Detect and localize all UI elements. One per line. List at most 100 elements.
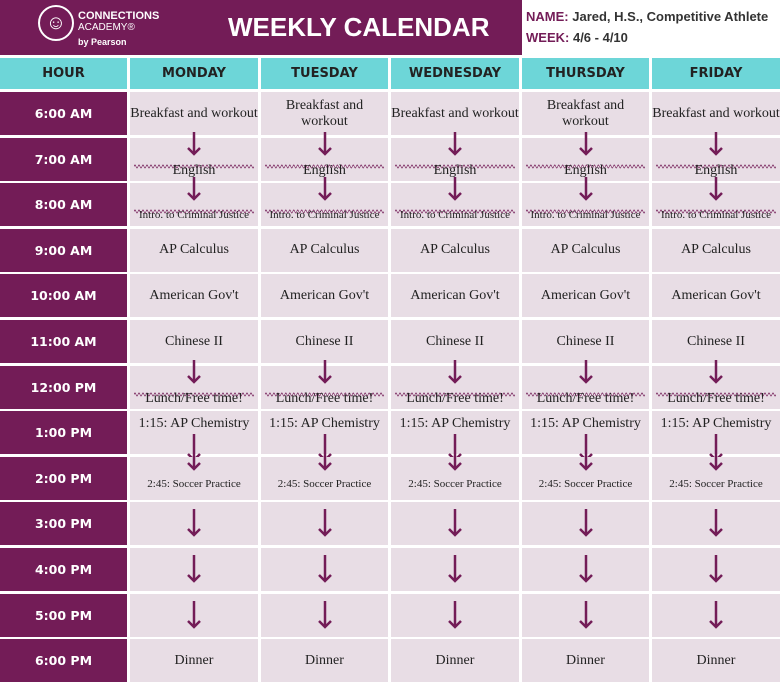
schedule-cell: Dinner [391,639,519,682]
hour-label: 1:00 PM [0,411,127,455]
activity-text: Chinese II [295,333,354,349]
activity-text: Intro. to Criminal Justice [530,209,641,222]
schedule-cell [522,502,649,546]
wavy-divider [655,203,777,214]
wavy-divider [264,203,385,214]
activity-text: AP Calculus [681,242,751,258]
arrow-down-icon [447,177,463,206]
schedule-cell: Breakfast and workout [652,92,780,135]
schedule-cell [652,593,780,637]
page-title: WEEKLY CALENDAR [228,12,490,42]
arrow-down-icon [578,177,594,206]
schedule-cell: English [130,131,258,181]
schedule-cell: Intro. to Criminal Justice [652,177,780,227]
activity-text: 1:15: AP Chemistry [138,416,250,432]
arrow-down-icon [186,359,202,389]
column-header-wednesday: WEDNESDAY [391,58,519,89]
wavy-divider [525,386,646,397]
schedule-cell: Lunch/Free time! [391,359,519,409]
arrow-down-icon [186,456,202,476]
activity-text: Dinner [305,652,344,668]
schedule-cell: 1:15: AP Chemistry [130,411,258,462]
arrow-down-icon [317,509,333,542]
schedule-cell: Chinese II [522,320,649,363]
activity-text: 2:45: Soccer Practice [147,478,241,491]
column-header-friday: FRIDAY [652,58,780,89]
activity-text: American Gov't [279,287,370,303]
wavy-divider [655,158,777,169]
hour-label: 2:00 PM [0,456,127,500]
wavy-divider [133,203,255,214]
hour-label: 3:00 PM [0,502,127,546]
arrow-down-icon [578,456,594,476]
schedule-cell [261,593,388,637]
schedule-cell: AP Calculus [391,228,519,272]
schedule-cell [130,548,258,591]
arrow-down-icon [317,456,333,476]
arrow-down-icon [186,177,202,206]
schedule-cell: American Gov't [522,274,649,318]
schedule-cell [391,502,519,546]
schedule-cell: Intro. to Criminal Justice [130,177,258,227]
schedule-cell: Breakfast and workout [391,92,519,135]
schedule-cell: English [391,131,519,181]
activity-text: 1:15: AP Chemistry [660,416,772,432]
activity-text: AP Calculus [420,242,490,258]
activity-text: Breakfast and workout [130,105,258,121]
column-header-hour: HOUR [0,58,127,89]
schedule-cell [522,593,649,637]
logo-text: by Pearson [78,37,127,47]
activity-text: English [694,162,738,178]
activity-text: Intro. to Criminal Justice [400,209,510,222]
schedule-cell: Intro. to Criminal Justice [522,177,649,227]
wavy-divider [133,386,255,397]
week-label: WEEK: [526,30,570,45]
schedule-cell: Dinner [522,639,649,682]
activity-text: 1:15: AP Chemistry [530,416,641,432]
schedule-cell: American Gov't [261,274,388,318]
schedule-cell: Chinese II [261,320,388,363]
arrow-down-icon [317,600,333,634]
arrow-down-icon [317,131,333,161]
hour-label: 9:00 AM [0,228,127,272]
activity-text: American Gov't [410,287,500,303]
activity-text: Dinner [435,652,475,668]
arrow-down-icon [708,600,724,634]
activity-text: Lunch/Free time! [145,390,243,406]
arrow-down-icon [708,456,724,476]
arrow-down-icon [578,131,594,161]
wavy-divider [394,203,516,214]
activity-text: Intro. to Criminal Justice [139,209,249,222]
connections-academy-logo: ☺ CONNECTIONS ACADEMY® by Pearson [38,5,168,51]
activity-text: Intro. to Criminal Justice [661,209,771,222]
activity-text: American Gov't [671,287,761,303]
week-value: 4/6 - 4/10 [572,30,628,45]
hour-label: 5:00 PM [0,593,127,637]
schedule-cell: AP Calculus [261,228,388,272]
column-header-thursday: THURSDAY [522,58,649,89]
schedule-cell [130,593,258,637]
hour-label: 10:00 AM [0,274,127,318]
schedule-cell: Lunch/Free time! [261,359,388,409]
name-value: Jared, H.S., Competitive Athlete [572,9,769,24]
activity-text: 1:15: AP Chemistry [269,416,380,432]
activity-text: Breakfast and workout [391,105,519,121]
activity-text: 2:45: Soccer Practice [538,478,633,491]
hour-label: 11:00 AM [0,320,127,363]
arrow-down-icon [708,555,724,588]
schedule-cell: Dinner [130,639,258,682]
activity-text: Lunch/Free time! [536,390,635,406]
schedule-cell: Breakfast and workout [130,92,258,135]
activity-text: 2:45: Soccer Practice [408,478,502,491]
schedule-cell: AP Calculus [130,228,258,272]
person-logo-icon: ☺ [38,5,74,41]
schedule-cell: 2:45: Soccer Practice [261,456,388,500]
arrow-down-icon [317,177,333,206]
activity-text: Intro. to Criminal Justice [269,209,380,222]
activity-text: 1:15: AP Chemistry [399,416,511,432]
arrow-down-icon [186,600,202,634]
schedule-cell: 1:15: AP Chemistry [652,411,780,462]
arrow-down-icon [186,555,202,588]
schedule-cell: Lunch/Free time! [522,359,649,409]
activity-text: English [433,162,477,178]
